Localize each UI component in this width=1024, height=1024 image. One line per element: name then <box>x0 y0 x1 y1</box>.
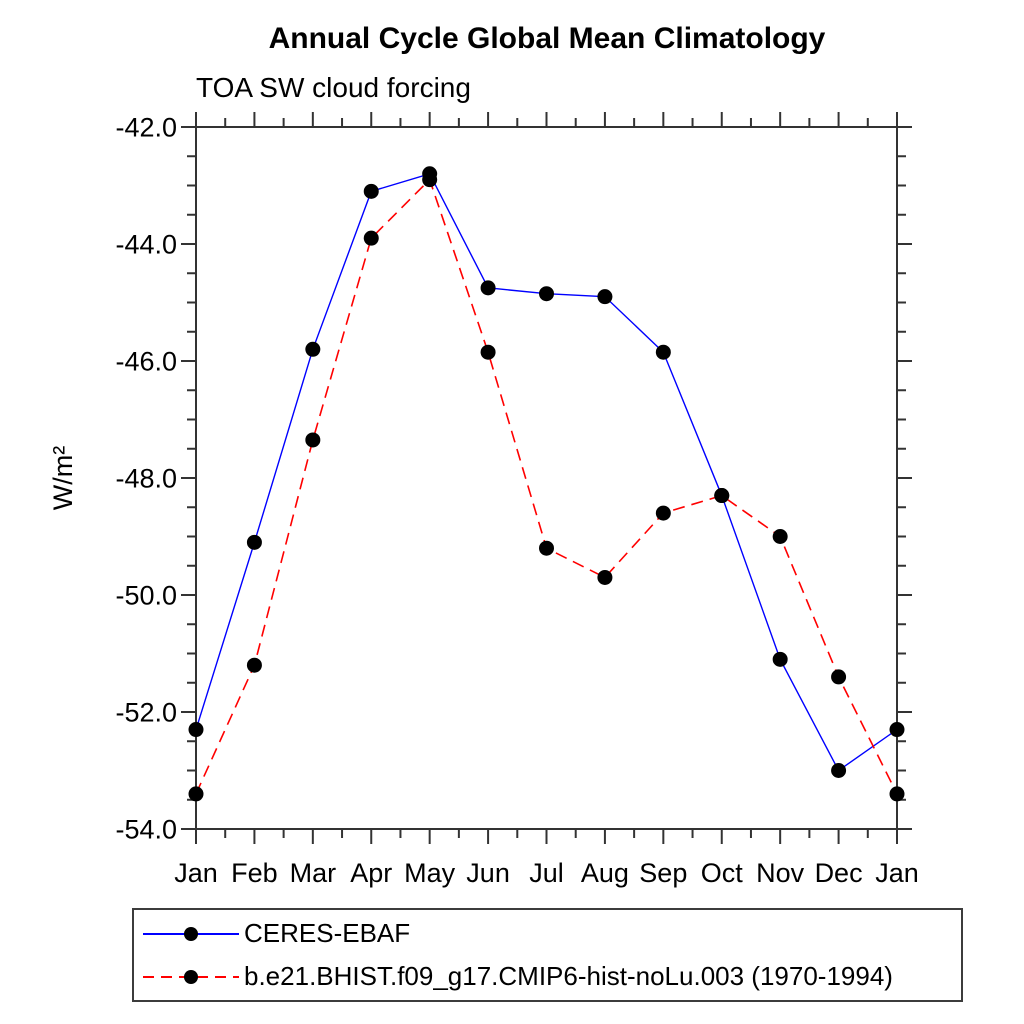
data-point-marker <box>655 344 671 360</box>
data-point-marker <box>480 280 496 296</box>
x-tick-label: Jul <box>529 858 564 888</box>
y-tick-label: -44.0 <box>115 230 177 260</box>
y-axis-label: W/m² <box>48 446 78 510</box>
y-tick-label: -42.0 <box>115 113 177 143</box>
axes-group: Jan Feb Mar Apr May Jun Jul Aug Sep Oct Nov Dec Jan -… <box>115 112 919 888</box>
series-line-ceres-ebaf <box>195 172 898 772</box>
y-tick-label: -54.0 <box>115 815 177 845</box>
data-point-marker <box>714 488 730 504</box>
x-tick-label: Apr <box>350 858 392 888</box>
data-point-marker <box>539 286 554 302</box>
data-point-marker <box>655 505 671 521</box>
data-point-marker <box>597 289 613 305</box>
x-tick-label: Oct <box>701 858 744 888</box>
x-tick-label: Jan <box>174 858 218 888</box>
legend-marker-dot <box>184 969 198 984</box>
x-tick-label: Sep <box>639 858 687 888</box>
markers-group <box>188 166 905 802</box>
x-tick-label: Mar <box>290 858 337 888</box>
x-tick-label: Aug <box>581 858 629 888</box>
data-point-marker <box>831 669 847 685</box>
series-group <box>195 172 898 795</box>
legend-line-sample <box>143 969 239 984</box>
x-tick-label: Nov <box>756 858 805 888</box>
legend-entry: CERES-EBAF <box>141 914 961 954</box>
data-point-marker <box>889 722 905 738</box>
data-point-marker <box>831 763 847 778</box>
chart-subtitle: TOA SW cloud forcing <box>196 72 471 103</box>
data-point-marker <box>188 786 204 802</box>
legend-box: CERES-EBAF b.e21.BHIST.f09_g17.CMIP6-hist… <box>132 908 963 1002</box>
x-tick-label: Jan <box>875 858 919 888</box>
legend-entry-label: b.e21.BHIST.f09_g17.CMIP6-hist-noLu.003 … <box>244 961 893 991</box>
plot-border <box>195 126 898 830</box>
data-point-marker <box>772 529 788 544</box>
data-point-marker <box>422 172 438 188</box>
data-point-marker <box>363 183 379 199</box>
data-point-marker <box>246 657 262 673</box>
legend-marker-dot <box>184 926 198 941</box>
data-point-marker <box>889 786 905 802</box>
data-point-marker <box>597 569 613 585</box>
data-point-marker <box>188 722 204 738</box>
data-point-marker <box>772 651 788 667</box>
data-point-marker <box>305 432 321 448</box>
y-tick-label: -46.0 <box>115 347 177 377</box>
chart-title: Annual Cycle Global Mean Climatology <box>268 22 826 55</box>
series-line-b-e21-bhist-f09-g17-cmip6-hist-nolu-003-1970-1994- <box>195 178 898 795</box>
data-point-marker <box>246 534 262 550</box>
y-tick-label: -52.0 <box>115 698 177 728</box>
x-tick-label: May <box>404 858 456 888</box>
y-tick-label: -48.0 <box>115 464 177 494</box>
y-tick-label: -50.0 <box>115 581 177 611</box>
x-tick-label: Feb <box>231 858 278 888</box>
x-tick-label: Jun <box>466 858 510 888</box>
data-point-marker <box>480 344 496 360</box>
data-point-marker <box>363 230 379 246</box>
data-point-marker <box>305 341 321 357</box>
legend-line-sample <box>143 926 239 941</box>
legend-entry: b.e21.BHIST.f09_g17.CMIP6-hist-noLu.003 … <box>141 957 961 997</box>
x-tick-label: Dec <box>815 858 863 888</box>
legend-entry-label: CERES-EBAF <box>244 918 411 948</box>
data-point-marker <box>539 540 554 556</box>
